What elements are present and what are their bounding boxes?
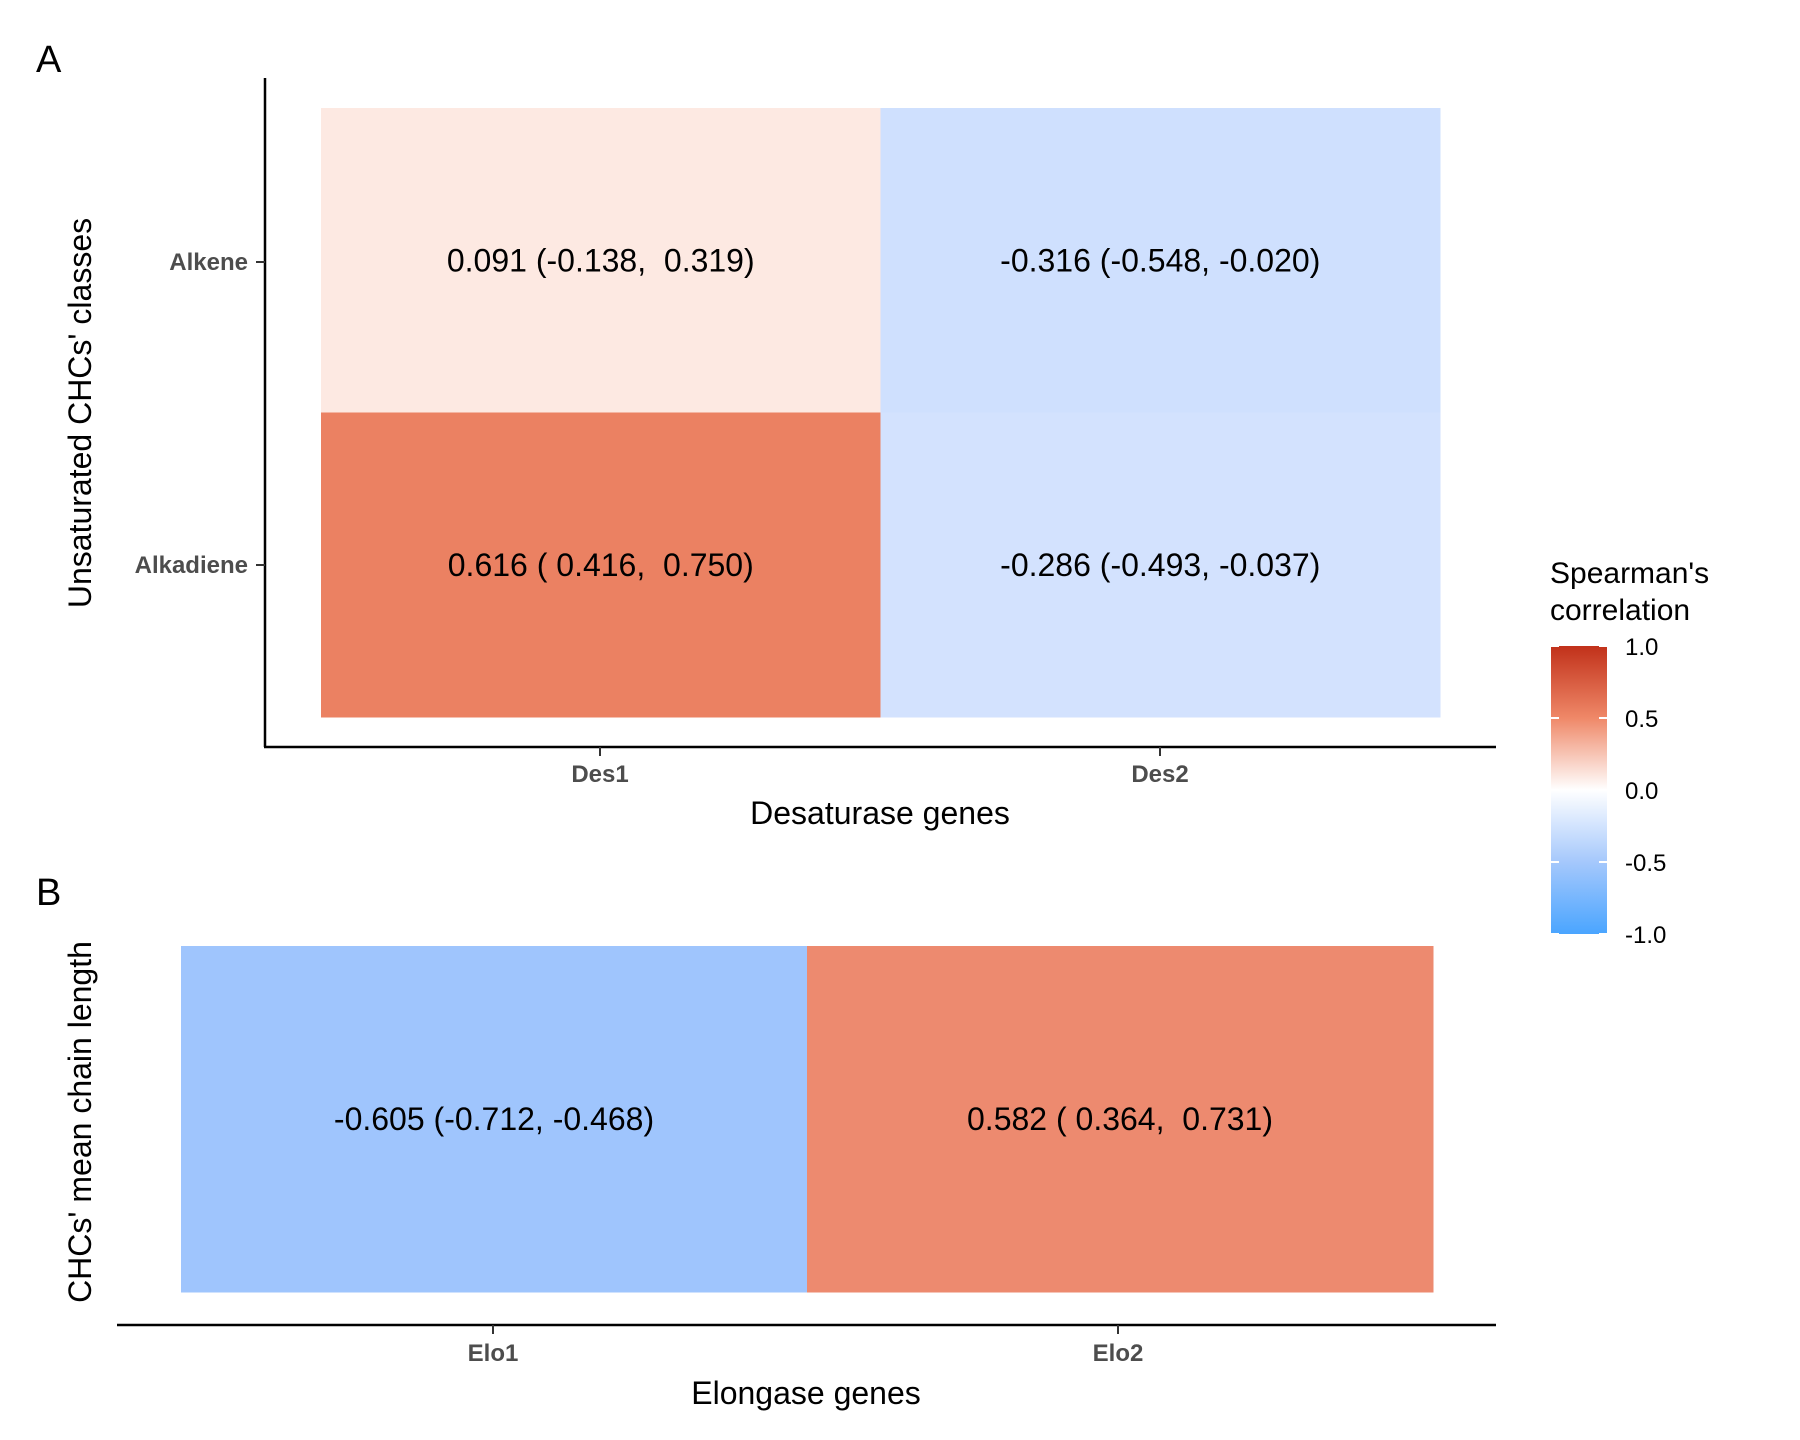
heatmap-cell-label-a-0: 0.091 (-0.138, 0.319)	[447, 242, 755, 278]
legend-title-line2: correlation	[1550, 594, 1690, 627]
heatmap-cell-label-a-1: -0.316 (-0.548, -0.020)	[1000, 242, 1320, 278]
panel-b-tag: B	[36, 872, 61, 914]
heatmap-cell-a-2	[321, 412, 881, 718]
heatmap-cell-a-3	[880, 412, 1441, 718]
panel-a-y-tick-label-alkene: Alkene	[169, 249, 248, 276]
panel-a-cells: 0.091 (-0.138, 0.319) -0.316 (-0.548, -0.…	[321, 108, 1441, 718]
panel-b-x-tick-label-elo2: Elo2	[1093, 1340, 1144, 1367]
panel-b-y-axis-title: CHCs' mean chain length	[62, 941, 98, 1303]
panel-a: A 0.091 (-0.138, 0.319) -0.316 (-0.548, -…	[36, 39, 1496, 831]
legend-tick-label-0: 1.0	[1625, 634, 1658, 661]
legend-tick-label-1: 0.5	[1625, 706, 1658, 733]
panel-a-x-axis-title: Desaturase genes	[750, 795, 1010, 831]
panel-b-x-tick-label-elo1: Elo1	[468, 1340, 519, 1367]
heatmap-cell-b-1	[807, 946, 1434, 1293]
heatmap-cell-label-b-1: 0.582 ( 0.364, 0.731)	[967, 1101, 1273, 1137]
panel-b-x-axis-title: Elongase genes	[691, 1375, 921, 1411]
heatmap-cell-label-a-2: 0.616 ( 0.416, 0.750)	[448, 547, 754, 583]
heatmap-cell-label-b-0: -0.605 (-0.712, -0.468)	[334, 1101, 654, 1137]
heatmap-cell-b-0	[181, 946, 808, 1293]
legend-tick-label-4: -1.0	[1625, 922, 1666, 949]
panel-b-cells: -0.605 (-0.712, -0.468) 0.582 ( 0.364, 0.…	[181, 946, 1434, 1293]
legend-color-bar	[1551, 646, 1607, 934]
heatmap-cell-a-1	[880, 108, 1441, 413]
legend-tick-label-2: 0.0	[1625, 778, 1658, 805]
legend: Spearman's correlation 1.0 0.5 0.0 -0.5 -1.0	[1550, 557, 1709, 949]
panel-a-y-axis-title: Unsaturated CHCs' classes	[62, 218, 98, 608]
panel-a-y-tick-label-alkadiene: Alkadiene	[135, 552, 248, 579]
legend-title-line1: Spearman's	[1550, 557, 1709, 590]
panel-a-tag: A	[36, 39, 62, 81]
panel-b: B -0.605 (-0.712, -0.468) 0.582 ( 0.364, …	[36, 872, 1496, 1411]
heatmap-cell-label-a-3: -0.286 (-0.493, -0.037)	[1000, 547, 1320, 583]
panel-a-x-tick-label-des2: Des2	[1131, 761, 1188, 788]
heatmap-cell-a-0	[321, 108, 881, 413]
legend-ticks: 1.0 0.5 0.0 -0.5 -1.0	[1551, 634, 1666, 949]
panel-a-x-tick-label-des1: Des1	[571, 761, 628, 788]
legend-tick-label-3: -0.5	[1625, 850, 1666, 877]
